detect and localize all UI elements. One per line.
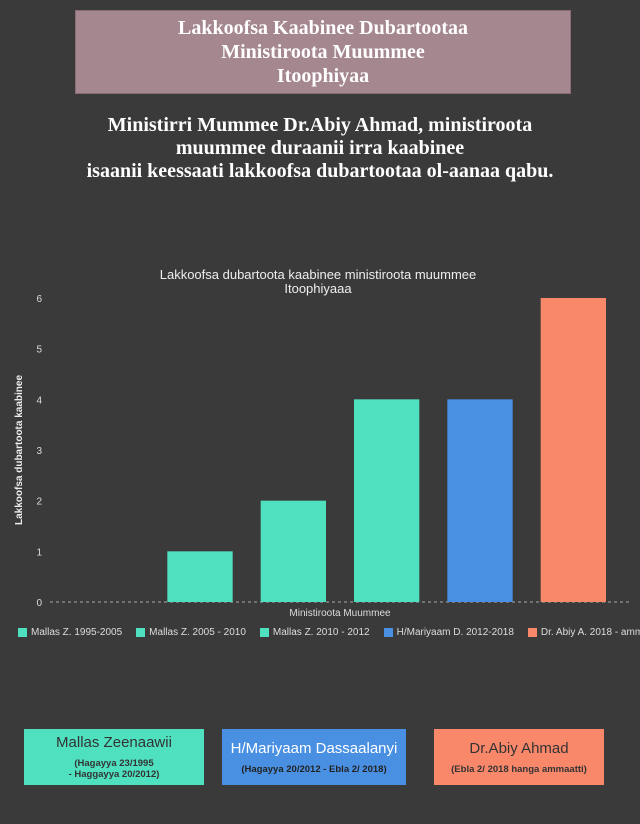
legend-item: Dr. Abiy A. 2018 - ammaatti <box>527 627 640 638</box>
bar <box>447 399 513 602</box>
legend-item: H/Mariyaam D. 2012-2018 <box>383 627 514 638</box>
legend-item: Mallas Z. 1995-2005 <box>18 627 122 638</box>
y-tick-label: 4 <box>36 395 42 406</box>
legend-label: Mallas Z. 2005 - 2010 <box>149 627 246 638</box>
card-name: Dr.Abiy Ahmad <box>469 739 569 757</box>
pm-card-hailemariam: H/Mariyaam Dassaalanyi (Hagayya 20/2012 … <box>222 729 406 785</box>
page-subtitle: Ministirri Mummee Dr.Abiy Ahmad, ministi… <box>20 114 620 183</box>
legend-label: Dr. Abiy A. 2018 - ammaatti <box>540 627 640 638</box>
pm-card-abiy: Dr.Abiy Ahmad (Ebla 2/ 2018 hanga ammaat… <box>434 729 604 785</box>
subtitle-line-2: muummee duraanii irra kaabinee <box>175 137 465 159</box>
subtitle-line-3: isaanii keessaati lakkoofsa dubartootaa … <box>86 160 554 182</box>
legend-swatch <box>136 628 146 637</box>
legend-swatch <box>383 628 393 637</box>
x-axis-label: Ministiroota Muummee <box>289 608 391 619</box>
card-period: (Hagayya 23/1995 - Haggayya 20/2012) <box>68 758 160 780</box>
card-period: (Hagayya 20/2012 - Ebla 2/ 2018) <box>241 763 387 775</box>
y-tick-label: 3 <box>36 446 42 457</box>
y-tick-label: 6 <box>36 294 42 305</box>
legend-label: H/Mariyaam D. 2012-2018 <box>396 627 514 638</box>
legend-item: Mallas Z. 2010 - 2012 <box>259 627 370 638</box>
legend-swatch <box>259 628 269 637</box>
card-name: H/Mariyaam Dassaalanyi <box>230 739 398 757</box>
bar <box>540 298 606 602</box>
pm-card-mallas: Mallas Zeenaawii (Hagayya 23/1995 - Hagg… <box>24 729 204 785</box>
header-title-box: Lakkoofsa Kaabinee Dubartootaa Ministiro… <box>75 10 571 94</box>
y-tick-label: 1 <box>36 547 42 558</box>
subtitle-line-1: Ministirri Mummee Dr.Abiy Ahmad, ministi… <box>107 114 533 136</box>
y-tick-label: 0 <box>36 598 42 609</box>
header-line-1: Lakkoofsa Kaabinee Dubartootaa <box>177 17 469 39</box>
legend-label: Mallas Z. 1995-2005 <box>31 627 123 638</box>
bar <box>260 500 326 602</box>
y-tick-label: 2 <box>36 497 42 508</box>
card-name: Mallas Zeenaawii <box>56 734 172 751</box>
card-period: (Ebla 2/ 2018 hanga ammaatti) <box>451 763 587 775</box>
legend-item: Mallas Z. 2005 - 2010 <box>136 627 246 638</box>
chart-title-line: Itoophiyaaa <box>284 281 352 296</box>
legend-label: Mallas Z. 2010 - 2012 <box>272 627 370 638</box>
chart-title-line: Lakkoofsa dubartoota kaabinee ministiroo… <box>160 267 477 282</box>
bar-chart: Lakkoofsa dubartoota kaabinee ministiroo… <box>14 267 630 619</box>
bar <box>354 399 420 602</box>
chart-legend: Mallas Z. 1995-2005 Mallas Z. 2005 - 2010… <box>18 627 640 638</box>
legend-swatch <box>527 628 537 637</box>
legend-swatch <box>18 628 27 637</box>
header-line-3: Itoophiyaa <box>276 65 370 87</box>
y-axis-label: Lakkoofsa dubartoota kaabinee <box>14 375 25 525</box>
header-line-2: Ministiroota Muummee <box>221 41 425 63</box>
y-tick-label: 5 <box>36 345 42 356</box>
bar <box>167 551 233 602</box>
